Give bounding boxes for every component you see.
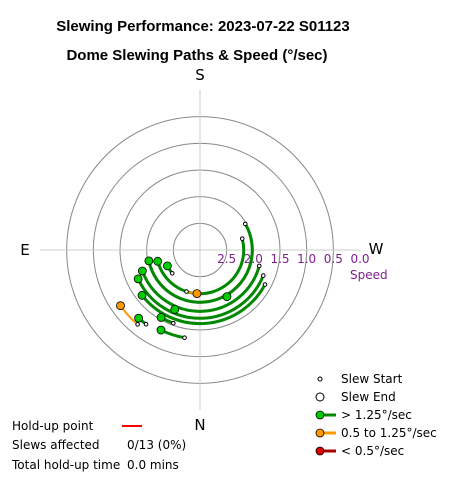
slew-start-marker-12 <box>184 289 189 294</box>
slew-end-marker-1 <box>144 256 154 266</box>
slew-start-marker-1 <box>242 221 248 227</box>
legend-fast-symbol <box>315 410 325 420</box>
radial-tick-label: 0.5 <box>324 252 343 266</box>
legend-medium-symbol <box>315 428 325 438</box>
compass-right-label: W <box>369 240 384 258</box>
chart-subtitle: Dome Slewing Paths & Speed (°/sec) <box>66 47 327 64</box>
chart-title: Slewing Performance: 2023-07-22 S01123 <box>56 18 350 35</box>
slew-end-marker-5 <box>163 261 172 271</box>
slew-end-marker-12 <box>192 289 202 299</box>
legend-label-end: Slew End <box>341 390 396 404</box>
legend-slow-symbol <box>315 446 325 456</box>
radial-tick-label: 1.0 <box>297 252 316 266</box>
total-holdup-value: 0.0 mins <box>127 458 179 472</box>
slews-affected-value: 0/13 (0%) <box>127 438 186 452</box>
total-holdup-label: Total hold-up time <box>11 458 120 472</box>
radial-tick-label: 0.0 <box>350 252 369 266</box>
compass-top-label: S <box>195 66 205 84</box>
legend-label-fast: > 1.25°/sec <box>341 408 412 422</box>
slew-end-marker-0 <box>153 256 163 266</box>
slew-start-marker-8 <box>182 335 187 341</box>
slew-path-0 <box>156 238 246 296</box>
legend-start-symbol <box>317 376 323 382</box>
slew-end-marker-4 <box>137 290 147 300</box>
slew-end-marker-9 <box>156 313 166 322</box>
radial-tick-label: 1.5 <box>270 252 289 266</box>
slew-end-marker-10 <box>134 313 144 323</box>
slew-end-marker-8 <box>156 325 166 335</box>
legend-label-medium: 0.5 to 1.25°/sec <box>341 426 437 440</box>
holdup-info: Hold-up point Slews affected 0/13 (0%) T… <box>11 419 186 472</box>
slew-start-marker-11 <box>135 322 140 327</box>
compass-bottom-label: N <box>194 416 205 434</box>
legend-label-slow: < 0.5°/sec <box>341 444 404 458</box>
slew-markers <box>116 221 268 341</box>
legend-label-start: Slew Start <box>341 372 403 386</box>
slew-start-marker-0 <box>239 236 245 241</box>
radial-tick-labels: 2.5 2.0 1.5 1.0 0.5 0.0 <box>217 252 369 266</box>
slew-start-marker-3 <box>260 273 266 278</box>
slews-affected-label: Slews affected <box>12 438 100 452</box>
legend: Slew Start Slew End > 1.25°/sec 0.5 to 1.25… <box>315 372 437 458</box>
slew-end-marker-6 <box>222 292 232 302</box>
slew-start-marker-4 <box>262 282 268 287</box>
slew-start-marker-9 <box>171 320 176 326</box>
slew-end-marker-7 <box>170 304 180 314</box>
slew-end-marker-11 <box>116 301 125 311</box>
slew-start-marker-2 <box>256 263 262 269</box>
slew-end-marker-2 <box>137 266 147 276</box>
slew-path-3 <box>136 275 265 320</box>
polar-axes <box>40 90 360 410</box>
compass-left-label: E <box>20 241 29 259</box>
radial-tick-label: 2.5 <box>217 252 236 266</box>
slew-path-1 <box>147 223 254 304</box>
radial-axis-label: Speed <box>350 268 388 282</box>
slew-path-2 <box>140 265 261 313</box>
slew-start-marker-5 <box>169 271 175 276</box>
legend-end-symbol <box>315 392 325 402</box>
slew-path-4 <box>140 283 267 326</box>
radial-tick-label: 2.0 <box>244 252 263 266</box>
slew-start-marker-10 <box>143 321 149 327</box>
slew-end-marker-3 <box>133 274 143 284</box>
holdup-point-label: Hold-up point <box>12 419 94 433</box>
